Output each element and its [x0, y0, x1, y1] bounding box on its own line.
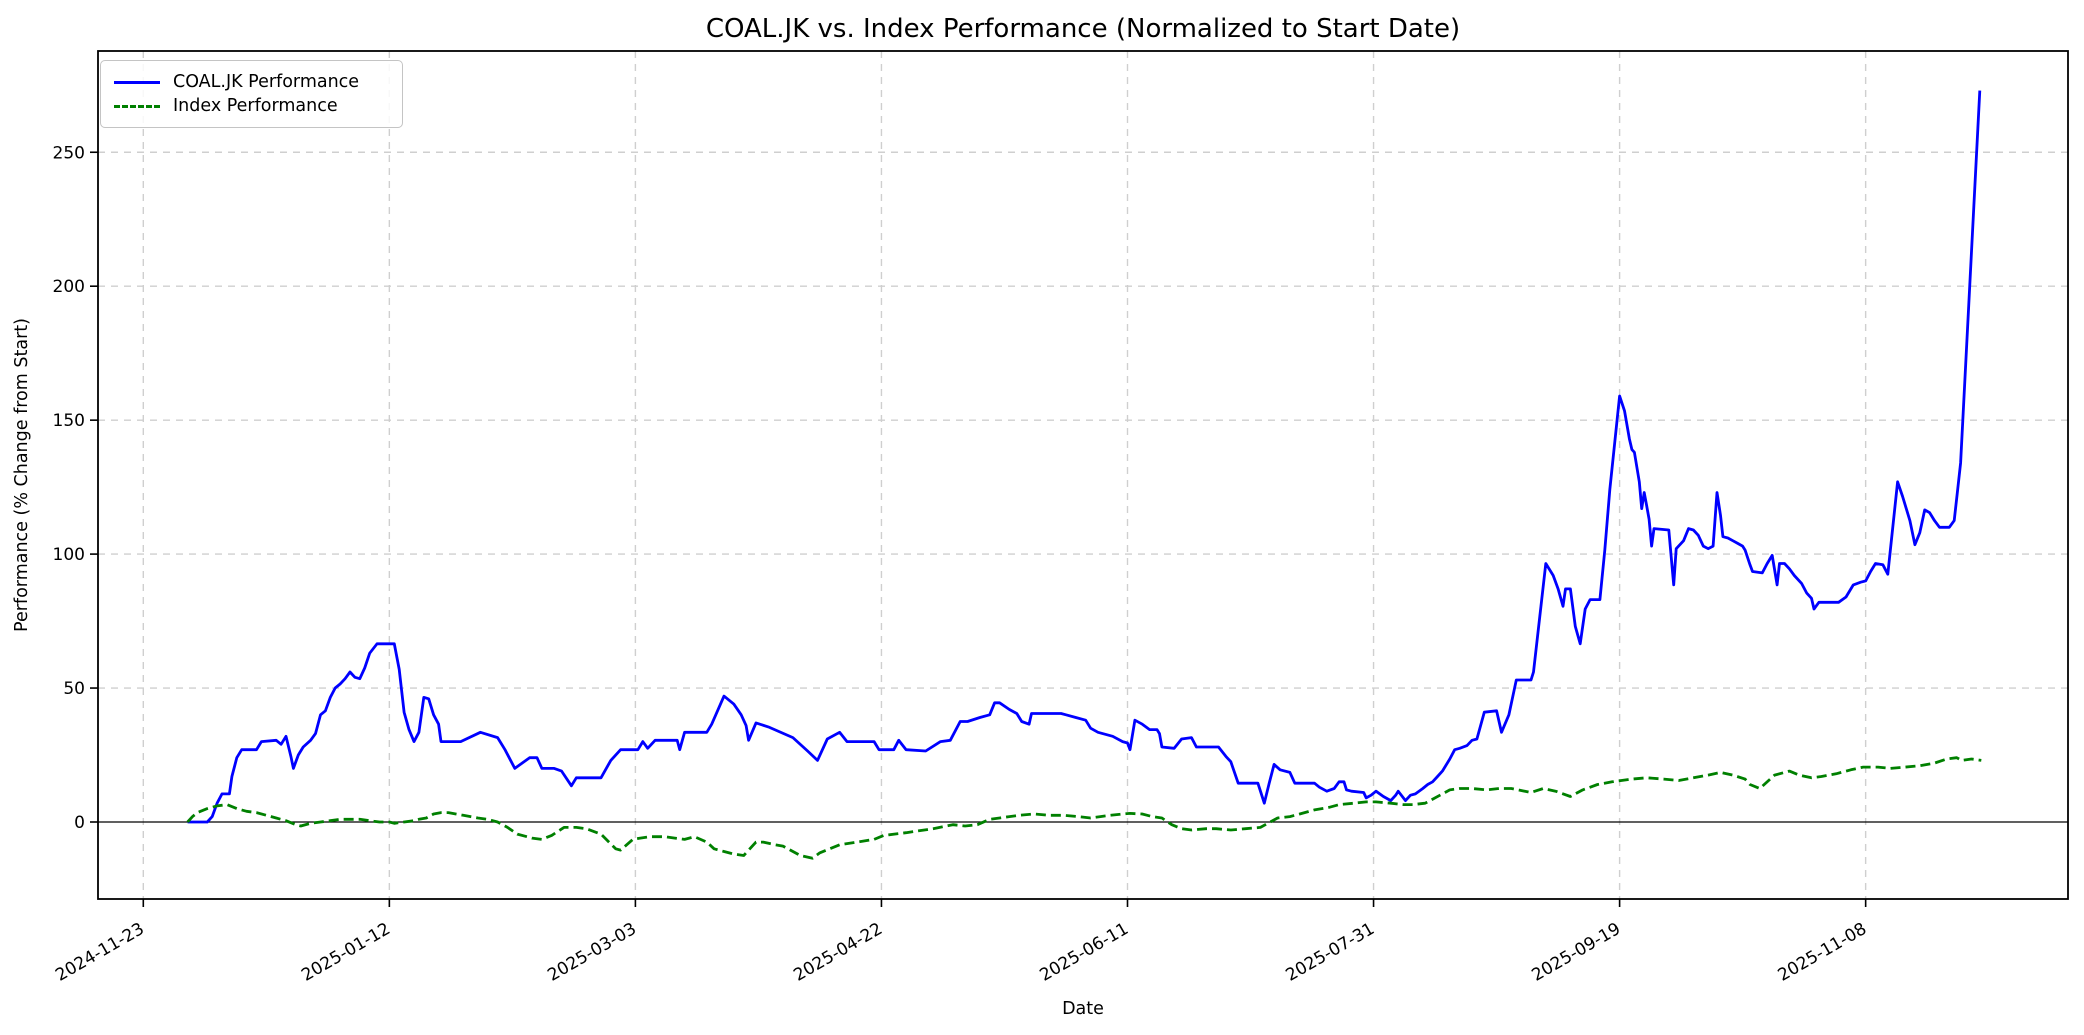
y-tick-label: 50 — [63, 679, 85, 699]
y-tick-label: 100 — [53, 545, 85, 565]
index-line-sample — [114, 104, 160, 108]
coaljk-performance-line — [187, 90, 1982, 824]
x-tick-label: 2024-11-23 — [52, 919, 148, 986]
y-axis-label: Performance (% Change from Start) — [12, 318, 32, 632]
x-tick-label: 2025-07-31 — [1282, 919, 1378, 986]
x-tick-label: 2025-06-11 — [1036, 919, 1132, 986]
x-tick-label: 2025-04-22 — [790, 919, 886, 986]
x-tick-label: 2025-09-19 — [1529, 919, 1625, 986]
y-tick-label: 0 — [74, 813, 85, 833]
chart-title: COAL.JK vs. Index Performance (Normalize… — [706, 14, 1460, 44]
x-tick-label: 2025-03-03 — [544, 919, 640, 986]
x-tick-label: 2025-01-12 — [298, 919, 394, 986]
x-axis-label: Date — [1062, 999, 1104, 1019]
y-tick-label: 150 — [53, 411, 85, 431]
legend-item-coaljk: COAL.JK Performance — [114, 70, 388, 94]
legend: COAL.JK Performance Index Performance — [100, 60, 403, 128]
coaljk-line-sample — [114, 80, 160, 84]
legend-item-index: Index Performance — [114, 94, 388, 118]
y-tick-label: 250 — [53, 143, 85, 163]
plot-frame — [97, 50, 2069, 900]
y-tick-label: 200 — [53, 277, 85, 297]
legend-label-coaljk: COAL.JK Performance — [173, 72, 360, 92]
legend-label-index: Index Performance — [173, 96, 338, 116]
index-performance-line — [186, 756, 1982, 860]
x-tick-label: 2025-11-08 — [1775, 919, 1871, 986]
